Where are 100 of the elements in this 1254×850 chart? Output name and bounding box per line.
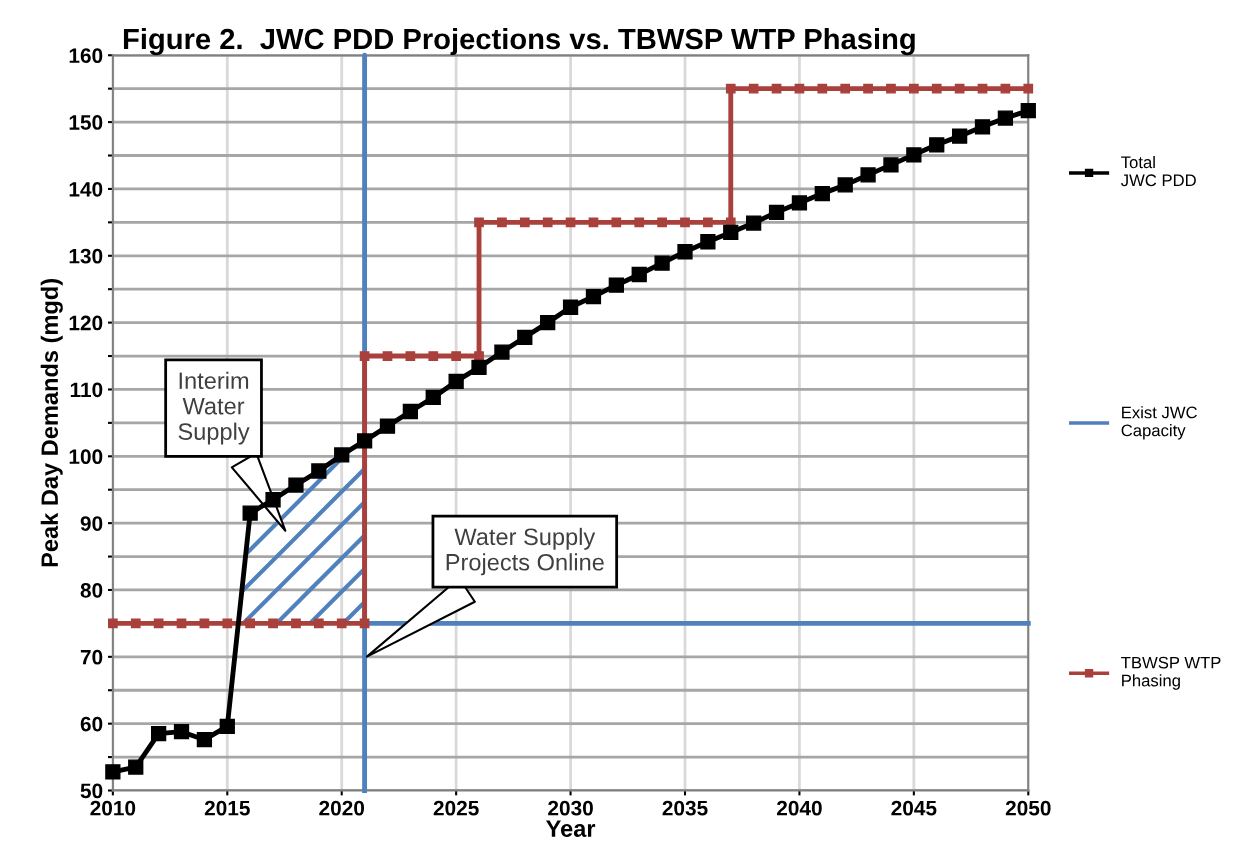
point — [746, 215, 762, 231]
point — [654, 255, 670, 271]
point — [1000, 83, 1011, 94]
point — [908, 83, 919, 94]
y-tick-label: 120 — [69, 315, 103, 331]
point — [634, 217, 645, 228]
annotation: Water Supply Projects Online — [446, 527, 604, 576]
point — [817, 83, 828, 94]
point — [837, 177, 853, 193]
point — [611, 217, 622, 228]
point — [451, 351, 462, 361]
point — [474, 217, 484, 228]
point — [562, 299, 579, 315]
point — [107, 618, 118, 629]
point — [425, 389, 441, 406]
point — [977, 83, 988, 94]
point — [268, 618, 278, 629]
point — [585, 288, 602, 305]
y-tick-label: 80 — [80, 582, 103, 598]
point — [291, 618, 301, 629]
point — [336, 618, 347, 629]
point — [974, 119, 991, 135]
y-tick-label: 50 — [80, 783, 103, 799]
point — [471, 359, 487, 376]
x-tick-label: 2050 — [1005, 800, 1051, 816]
point — [951, 128, 968, 144]
point — [677, 244, 693, 260]
point — [334, 447, 350, 463]
point — [242, 505, 258, 521]
point — [748, 83, 759, 94]
point — [588, 217, 599, 228]
y-axis-title: Peak Day Demands (mgd) — [40, 279, 63, 567]
point — [954, 83, 965, 94]
point — [313, 618, 324, 629]
point — [474, 351, 484, 361]
x-tick-label: 2040 — [776, 800, 822, 816]
point — [814, 185, 830, 202]
y-tick-label: 110 — [70, 382, 103, 398]
point — [703, 217, 713, 228]
point — [379, 418, 396, 434]
point — [382, 351, 393, 361]
legend-label: TBWSP WTP Phasing — [1121, 656, 1221, 690]
x-tick-label: 2025 — [433, 800, 479, 816]
x-tick-label: 2010 — [90, 800, 136, 816]
y-tick-label: 150 — [69, 115, 103, 130]
point — [929, 137, 945, 153]
point — [173, 724, 190, 740]
x-tick-label: 2045 — [891, 800, 937, 816]
point — [860, 167, 876, 183]
y-tick-label: 100 — [69, 449, 103, 465]
point — [840, 83, 851, 94]
annotation: Interim Water Supply — [178, 371, 250, 445]
point — [428, 351, 439, 361]
point — [311, 463, 327, 479]
legend-label: Total JWC PDD — [1121, 155, 1196, 187]
point — [402, 403, 419, 420]
point — [771, 83, 782, 94]
point — [497, 217, 507, 228]
point — [448, 373, 464, 390]
x-tick-label: 2030 — [548, 800, 593, 816]
point — [886, 83, 896, 94]
point — [150, 726, 167, 742]
point — [540, 314, 556, 331]
y-tick-label: 140 — [69, 181, 103, 197]
point — [565, 217, 576, 228]
x-tick-label: 2015 — [204, 800, 250, 816]
point — [356, 433, 373, 449]
point — [700, 234, 716, 250]
legend-label: Exist JWC Capacity — [1121, 406, 1197, 440]
point — [1023, 83, 1034, 94]
y-tick-label: 90 — [80, 516, 103, 531]
y-tick-label: 160 — [69, 48, 103, 63]
y-tick-label: 130 — [69, 248, 103, 264]
point — [883, 157, 899, 173]
point — [794, 83, 805, 94]
point — [931, 83, 942, 94]
point — [680, 217, 690, 228]
point — [494, 344, 510, 360]
point — [542, 217, 553, 228]
point — [517, 329, 533, 345]
point — [519, 217, 530, 228]
point — [791, 195, 808, 211]
x-tick-label: 2035 — [662, 800, 708, 816]
point — [245, 618, 256, 629]
y-tick-label: 70 — [80, 649, 103, 665]
point — [222, 618, 233, 629]
point — [130, 618, 141, 629]
x-tick-label: 2020 — [319, 800, 365, 816]
point — [105, 764, 121, 780]
point — [288, 477, 304, 493]
point — [265, 492, 281, 508]
point — [725, 83, 736, 94]
x-axis-title: Year — [546, 820, 596, 837]
point — [359, 351, 370, 361]
point — [405, 351, 416, 361]
point — [723, 224, 739, 241]
y-tick-label: 60 — [80, 716, 103, 732]
point — [128, 759, 144, 775]
point — [219, 718, 235, 734]
point — [997, 110, 1014, 126]
